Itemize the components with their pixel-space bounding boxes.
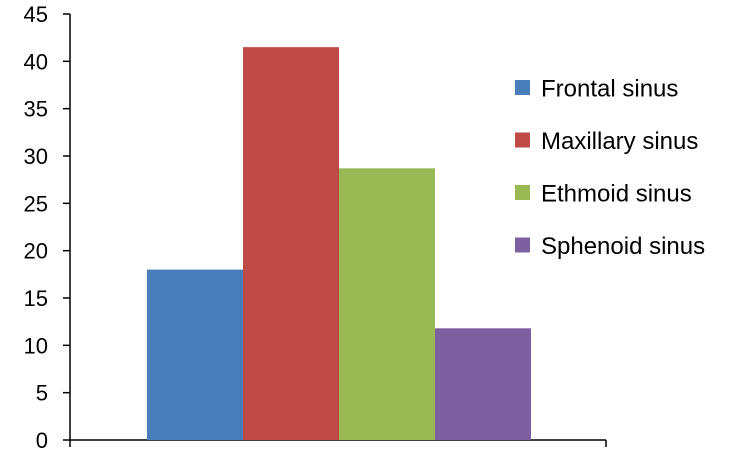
bar-ethmoid-sinus xyxy=(339,168,435,440)
y-axis-ticks: 0 5 10 15 20 25 30 35 40 45 xyxy=(24,2,70,453)
bar-maxillary-sinus xyxy=(243,47,339,441)
legend-label: Sphenoid sinus xyxy=(541,233,705,260)
legend-swatch xyxy=(515,185,530,200)
bars xyxy=(147,47,531,441)
legend-swatch xyxy=(515,132,530,148)
legend: Frontal sinus Maxillary sinus Ethmoid sinu… xyxy=(515,76,705,260)
legend-swatch xyxy=(515,237,530,253)
legend-label: Ethmoid sinus xyxy=(541,181,692,208)
y-tick-label: 0 xyxy=(36,428,48,453)
y-tick-label: 30 xyxy=(24,144,48,169)
legend-label: Frontal sinus xyxy=(541,76,678,103)
y-axis: 0 5 10 15 20 25 30 35 40 45 xyxy=(24,2,71,453)
y-tick-label: 10 xyxy=(24,333,48,358)
y-tick-label: 35 xyxy=(24,97,48,122)
y-tick-label: 40 xyxy=(24,49,48,74)
legend-swatch xyxy=(515,80,530,95)
y-tick-label: 15 xyxy=(24,286,48,311)
x-axis xyxy=(69,439,607,447)
y-tick-label: 20 xyxy=(24,239,48,264)
y-tick-label: 25 xyxy=(24,191,48,216)
bar-sphenoid-sinus xyxy=(435,328,531,440)
y-tick-label: 5 xyxy=(36,381,48,406)
y-tick-label: 45 xyxy=(24,2,48,27)
legend-label: Maxillary sinus xyxy=(541,128,698,155)
bar-frontal-sinus xyxy=(147,269,243,440)
